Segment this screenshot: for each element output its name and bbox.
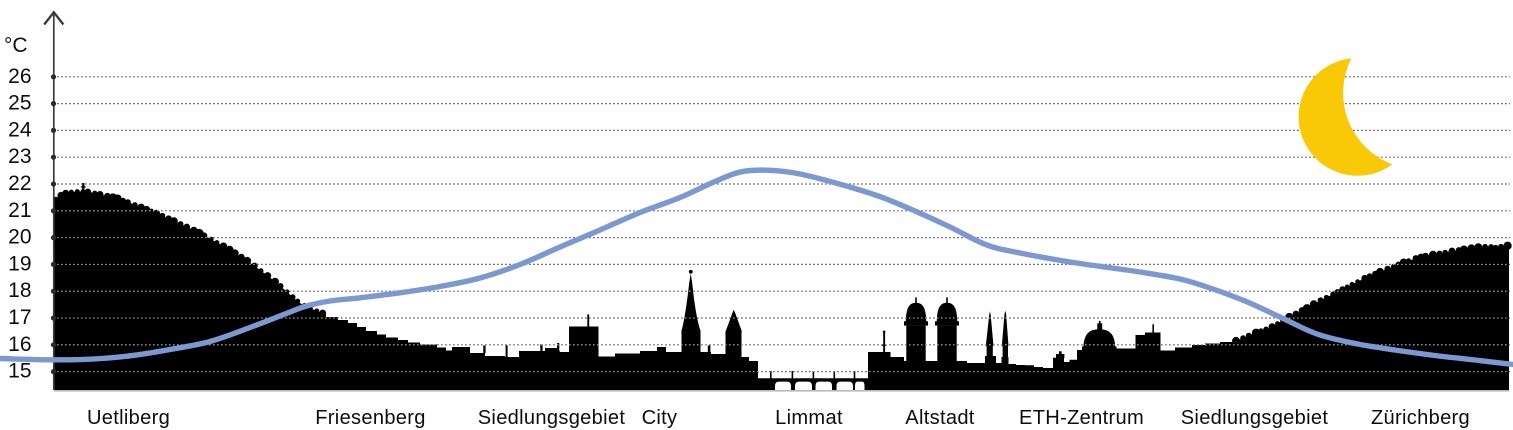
svg-text:°C: °C — [4, 34, 28, 57]
svg-text:City: City — [642, 407, 678, 429]
svg-text:Siedlungsgebiet: Siedlungsgebiet — [1181, 407, 1329, 429]
svg-text:Altstadt: Altstadt — [905, 407, 975, 429]
svg-text:20: 20 — [8, 226, 31, 249]
svg-text:Siedlungsgebiet: Siedlungsgebiet — [478, 407, 626, 429]
svg-text:18: 18 — [8, 279, 31, 302]
svg-text:23: 23 — [8, 145, 31, 168]
svg-text:Limmat: Limmat — [775, 407, 843, 429]
svg-text:24: 24 — [8, 118, 32, 141]
svg-text:22: 22 — [8, 172, 31, 195]
svg-text:15: 15 — [8, 360, 31, 383]
svg-text:25: 25 — [8, 92, 31, 115]
svg-text:19: 19 — [8, 252, 31, 275]
svg-text:Friesenberg: Friesenberg — [315, 407, 426, 429]
svg-text:16: 16 — [8, 333, 31, 356]
svg-text:Uetliberg: Uetliberg — [87, 407, 170, 429]
svg-text:21: 21 — [8, 199, 31, 222]
svg-text:17: 17 — [8, 306, 31, 329]
svg-text:Zürichberg: Zürichberg — [1371, 407, 1470, 429]
svg-text:ETH-Zentrum: ETH-Zentrum — [1019, 407, 1144, 429]
svg-text:26: 26 — [8, 65, 31, 88]
